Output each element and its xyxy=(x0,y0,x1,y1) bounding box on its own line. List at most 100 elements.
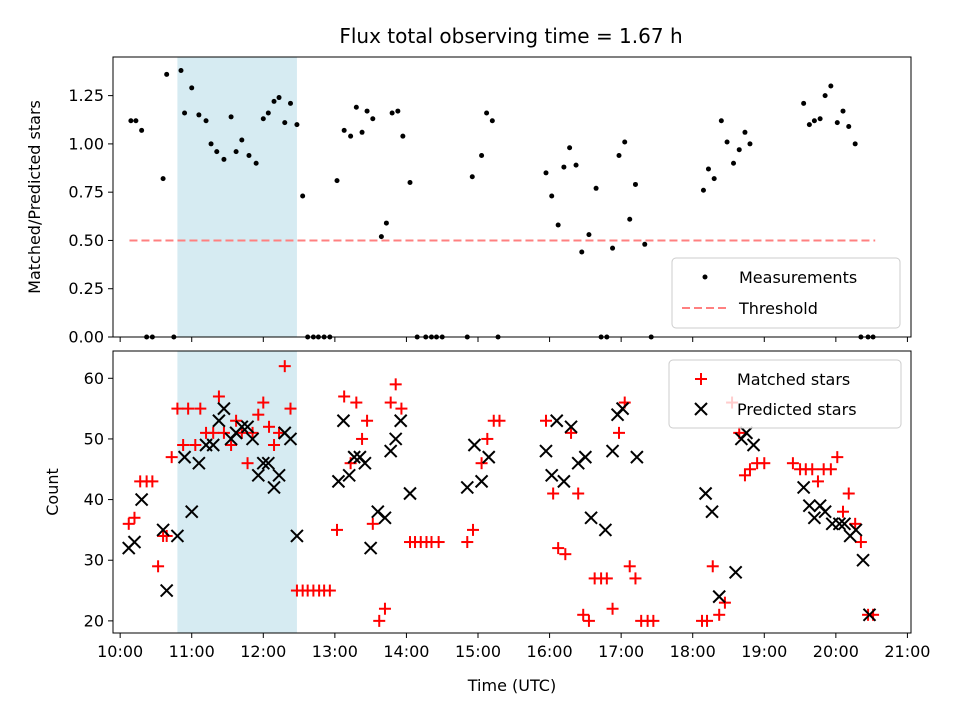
predicted-point xyxy=(802,498,817,513)
measurement-point xyxy=(260,116,266,122)
matched-point xyxy=(189,439,202,451)
measurement-point xyxy=(632,181,638,187)
predicted-point xyxy=(837,517,852,531)
measurement-point xyxy=(370,116,376,122)
predicted-point xyxy=(705,505,719,519)
y-tick-label: 60 xyxy=(84,369,104,388)
matched-point xyxy=(212,390,225,403)
top-y-ticks: 0.00 0.25 0.50 0.75 1.00 1.25 xyxy=(68,86,113,347)
matched-point xyxy=(384,396,397,409)
predicted-point xyxy=(245,432,260,446)
x-tick-label: 15:00 xyxy=(455,642,501,661)
matched-point xyxy=(577,608,590,621)
matched-point xyxy=(268,439,281,451)
matched-point xyxy=(713,608,726,621)
measurement-point xyxy=(822,93,828,99)
predicted-point xyxy=(240,420,255,434)
matched-point xyxy=(539,414,552,427)
x-tick-label: 19:00 xyxy=(741,642,787,661)
measurement-point xyxy=(616,152,622,158)
x-tick-label: 18:00 xyxy=(670,642,716,661)
x-tick-label: 11:00 xyxy=(169,642,215,661)
measurement-point xyxy=(128,118,134,124)
measurement-point xyxy=(189,85,195,91)
measurement-point xyxy=(817,116,823,122)
measurement-point xyxy=(742,129,748,135)
predicted-points xyxy=(122,401,877,622)
x-tick-label: 12:00 xyxy=(240,642,286,661)
measurement-point xyxy=(178,68,184,74)
measurement-point xyxy=(160,176,166,182)
predicted-point xyxy=(261,456,276,470)
top-y-label: Matched/Predicted stars xyxy=(25,100,44,294)
measurement-point xyxy=(359,129,365,135)
predicted-point xyxy=(192,456,206,470)
predicted-point xyxy=(862,608,877,622)
predicted-point xyxy=(290,529,304,543)
matched-point xyxy=(350,396,363,409)
matched-point xyxy=(547,487,560,500)
y-tick-label: 1.00 xyxy=(68,134,104,153)
bottom-y-label: Count xyxy=(43,468,62,516)
predicted-point xyxy=(605,444,620,458)
measurement-points xyxy=(128,68,876,340)
matched-point xyxy=(273,426,286,439)
measurement-point xyxy=(586,232,592,238)
measurement-point xyxy=(389,110,395,116)
predicted-point xyxy=(630,450,644,464)
measurement-point xyxy=(840,108,846,114)
matched-point xyxy=(743,463,756,476)
measurement-point xyxy=(484,110,490,116)
measurement-point xyxy=(400,133,406,139)
legend-predicted: Predicted stars xyxy=(737,400,857,419)
measurement-point xyxy=(555,222,561,228)
matched-point xyxy=(284,402,297,415)
measurement-point xyxy=(353,104,359,110)
measurement-point xyxy=(724,139,730,145)
measurement-point xyxy=(549,193,555,199)
matched-point xyxy=(366,517,379,530)
y-tick-label: 20 xyxy=(84,611,104,630)
measurement-point xyxy=(164,71,170,77)
measurement-point xyxy=(214,149,220,155)
matched-point xyxy=(854,536,867,549)
predicted-point xyxy=(177,450,192,464)
measurement-point xyxy=(811,118,817,124)
matched-point xyxy=(182,402,195,415)
bottom-panel: 20 30 40 50 60 10:00 11:00 12:00 13:00 14:00 15:0… xyxy=(43,350,930,695)
measurement-point xyxy=(271,98,277,104)
matched-point xyxy=(475,457,488,470)
measurement-point xyxy=(246,152,252,158)
measurement-point xyxy=(233,149,239,155)
measurement-point xyxy=(711,176,717,182)
matched-point xyxy=(738,469,751,482)
matched-point xyxy=(582,614,595,627)
matched-point xyxy=(122,517,135,530)
measurement-point xyxy=(627,216,633,222)
measurement-point xyxy=(489,118,495,124)
matched-point xyxy=(225,439,238,451)
matched-point xyxy=(171,402,184,415)
measurement-point xyxy=(593,185,599,191)
y-tick-label: 0.00 xyxy=(68,328,104,347)
predicted-point xyxy=(545,468,559,483)
matched-point xyxy=(758,457,771,470)
predicted-point xyxy=(170,529,185,543)
matched-point xyxy=(706,560,719,573)
predicted-point xyxy=(272,468,286,483)
measurement-point xyxy=(383,220,389,226)
matched-point xyxy=(331,523,344,536)
predicted-point xyxy=(394,414,408,428)
measurement-point xyxy=(341,127,347,133)
matched-point xyxy=(647,614,660,627)
matched-point xyxy=(606,602,619,615)
matched-point xyxy=(278,360,291,373)
matched-point xyxy=(177,439,190,451)
matched-point xyxy=(373,614,386,627)
measurement-point xyxy=(239,137,245,143)
top-legend: Measurements Threshold xyxy=(671,257,901,329)
x-tick-label: 20:00 xyxy=(813,642,859,661)
matched-point xyxy=(378,602,391,615)
matched-point xyxy=(252,408,265,421)
matched-point xyxy=(146,475,159,488)
